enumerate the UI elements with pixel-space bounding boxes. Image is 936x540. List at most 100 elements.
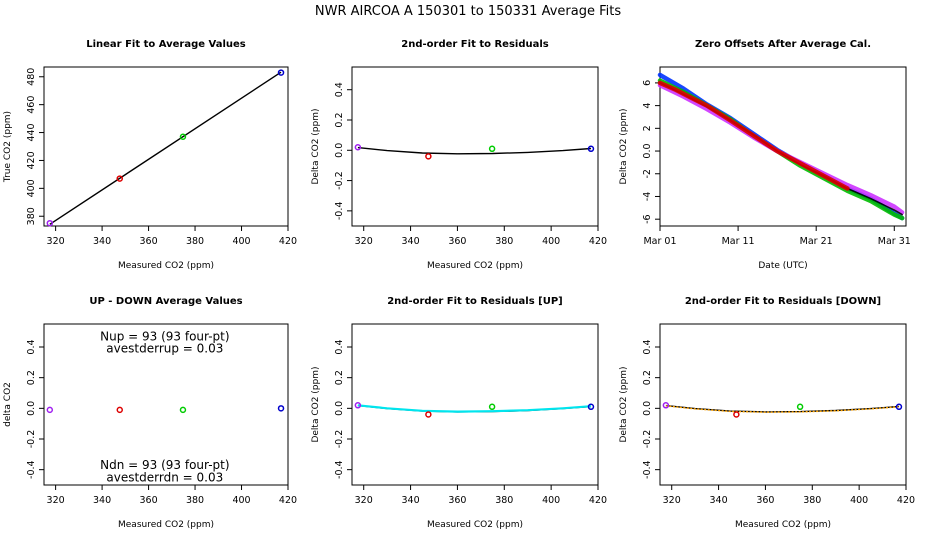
up-down-data-point bbox=[277, 405, 285, 412]
residuals-up-ytick-label: 0.4 bbox=[334, 339, 345, 354]
residuals-down-data-point bbox=[895, 403, 903, 411]
up-down-xtick-label: 340 bbox=[93, 495, 111, 506]
zero-offsets-title: Zero Offsets After Average Cal. bbox=[695, 39, 871, 50]
up-down-data-point bbox=[179, 406, 187, 414]
linear-fit-data-point bbox=[179, 133, 187, 140]
residuals-up-title: 2nd-order Fit to Residuals [UP] bbox=[387, 296, 563, 307]
residuals-xtick-label: 360 bbox=[448, 236, 466, 247]
linear-fit-ylabel: True CO2 (ppm) bbox=[3, 111, 13, 183]
residuals-down-xtick-label: 360 bbox=[756, 495, 774, 506]
residuals-up-xtick-label: 420 bbox=[589, 495, 607, 506]
linear-fit-title: Linear Fit to Average Values bbox=[86, 39, 246, 50]
up-down-ylabel: delta CO2 bbox=[3, 382, 13, 427]
residuals-data-point bbox=[425, 153, 432, 160]
linear-fit-ytick-label: 460 bbox=[26, 96, 37, 114]
up-down-ytick-label: -0.4 bbox=[26, 460, 37, 479]
residuals-down-fit-line bbox=[665, 405, 900, 413]
residuals-data-point bbox=[587, 145, 595, 153]
zero-offsets-ytick-label: -6 bbox=[642, 214, 653, 223]
residuals-down-ytick-label: -0.2 bbox=[642, 430, 653, 449]
residuals-ytick-label: 0.0 bbox=[334, 143, 345, 158]
linear-fit-ytick-label: 400 bbox=[26, 179, 37, 197]
residuals-up-xtick-label: 400 bbox=[542, 495, 560, 506]
linear-fit-xtick-label: 360 bbox=[140, 236, 158, 247]
residuals-down-ytick-label: -0.4 bbox=[642, 460, 653, 479]
linear-fit-ytick-label: 420 bbox=[26, 151, 37, 169]
up-down-annotation: Ndn = 93 (93 four-pt) bbox=[100, 458, 229, 472]
residuals-down-ylabel: Delta CO2 (ppm) bbox=[619, 366, 629, 442]
residuals-ytick-label: 0.2 bbox=[334, 112, 345, 127]
residuals-up-ytick-label: 0.2 bbox=[334, 370, 345, 385]
residuals-up-data-point bbox=[488, 403, 496, 411]
residuals-fit-line bbox=[357, 146, 592, 155]
zero-offsets-ytick-label: 6 bbox=[642, 80, 653, 86]
residuals-data-point bbox=[488, 145, 496, 153]
residuals-up-xtick-label: 380 bbox=[495, 495, 513, 506]
zero-offsets-xtick-label: Mar 11 bbox=[722, 236, 755, 247]
up-down-title: UP - DOWN Average Values bbox=[89, 296, 242, 307]
residuals-up-data-point bbox=[587, 403, 595, 411]
linear-fit-fit-line bbox=[49, 71, 282, 225]
residuals-up-ytick-label: -0.4 bbox=[334, 460, 345, 479]
residuals-down-xtick-label: 400 bbox=[850, 495, 868, 506]
residuals-down-title: 2nd-order Fit to Residuals [DOWN] bbox=[685, 296, 881, 307]
zero-offsets-xtick-label: Mar 21 bbox=[800, 236, 833, 247]
residuals-frame bbox=[351, 66, 599, 227]
linear-fit-data-point bbox=[277, 69, 285, 76]
residuals-down-ytick-label: 0.4 bbox=[642, 339, 653, 354]
zero-offsets-ytick-label: 4 bbox=[642, 103, 653, 109]
residuals-down-panel: 2nd-order Fit to Residuals [DOWN] Measure… bbox=[619, 296, 915, 530]
residuals-down-ytick-label: 0.0 bbox=[642, 401, 653, 416]
up-down-xtick-label: 420 bbox=[279, 495, 297, 506]
zero-offsets-frame bbox=[659, 66, 907, 227]
residuals-xtick-label: 420 bbox=[589, 236, 607, 247]
zero-offsets-ytick-label: 0.0 bbox=[642, 143, 653, 158]
residuals-down-frame bbox=[659, 323, 907, 486]
linear-fit-ytick-label: 380 bbox=[26, 207, 37, 225]
residuals-up-xtick-label: 320 bbox=[355, 495, 373, 506]
residuals-ytick-label: -0.2 bbox=[334, 171, 345, 190]
up-down-ytick-label: 0.4 bbox=[26, 339, 37, 354]
up-down-xlabel: Measured CO2 (ppm) bbox=[118, 520, 214, 530]
residuals-down-xlabel: Measured CO2 (ppm) bbox=[735, 520, 831, 530]
linear-fit-xtick-label: 420 bbox=[279, 236, 297, 247]
up-down-annotation: avestderrdn = 0.03 bbox=[106, 470, 223, 484]
linear-fit-xtick-label: 380 bbox=[186, 236, 204, 247]
residuals-down-xtick-label: 380 bbox=[803, 495, 821, 506]
residuals-down-data-point bbox=[662, 402, 670, 409]
main-title: NWR AIRCOA A 150301 to 150331 Average Fi… bbox=[315, 4, 621, 19]
zero-offsets-series-line bbox=[657, 82, 905, 215]
linear-fit-panel: Linear Fit to Average Values Measured CO2… bbox=[3, 39, 297, 271]
residuals-down-xtick-label: 420 bbox=[897, 495, 915, 506]
linear-fit-ytick-label: 480 bbox=[26, 68, 37, 86]
residuals-up-panel: 2nd-order Fit to Residuals [UP] Measured … bbox=[311, 296, 607, 530]
residuals-down-xtick-label: 320 bbox=[663, 495, 681, 506]
up-down-data-point bbox=[116, 406, 124, 414]
zero-offsets-ytick-label: -2 bbox=[642, 169, 653, 178]
linear-fit-data-point bbox=[116, 175, 124, 182]
residuals-up-ylabel: Delta CO2 (ppm) bbox=[311, 366, 321, 442]
up-down-xtick-label: 380 bbox=[186, 495, 204, 506]
residuals-up-xtick-label: 340 bbox=[402, 495, 420, 506]
residuals-ytick-label: 0.4 bbox=[334, 82, 345, 97]
linear-fit-xtick-label: 340 bbox=[93, 236, 111, 247]
linear-fit-ytick-label: 440 bbox=[26, 123, 37, 141]
residuals-down-data-point bbox=[733, 411, 740, 418]
residuals-up-fit-line bbox=[357, 404, 592, 413]
up-down-ytick-label: -0.2 bbox=[26, 430, 37, 449]
zero-offsets-xtick-label: Mar 31 bbox=[878, 236, 911, 247]
up-down-panel: UP - DOWN Average Values Measured CO2 (pp… bbox=[3, 296, 297, 530]
zero-offsets-series-line bbox=[657, 80, 850, 191]
residuals-panel: 2nd-order Fit to Residuals Measured CO2 (… bbox=[311, 39, 607, 271]
linear-fit-xtick-label: 400 bbox=[232, 236, 250, 247]
up-down-xtick-label: 320 bbox=[47, 495, 65, 506]
zero-offsets-ytick-label: 2 bbox=[642, 125, 653, 131]
residuals-title: 2nd-order Fit to Residuals bbox=[401, 39, 549, 50]
zero-offsets-xlabel: Date (UTC) bbox=[758, 261, 807, 271]
up-down-annotation: Nup = 93 (93 four-pt) bbox=[100, 329, 229, 343]
residuals-up-xlabel: Measured CO2 (ppm) bbox=[427, 520, 523, 530]
residuals-up-xtick-label: 360 bbox=[448, 495, 466, 506]
up-down-ytick-label: 0.2 bbox=[26, 370, 37, 385]
linear-fit-xlabel: Measured CO2 (ppm) bbox=[118, 261, 214, 271]
